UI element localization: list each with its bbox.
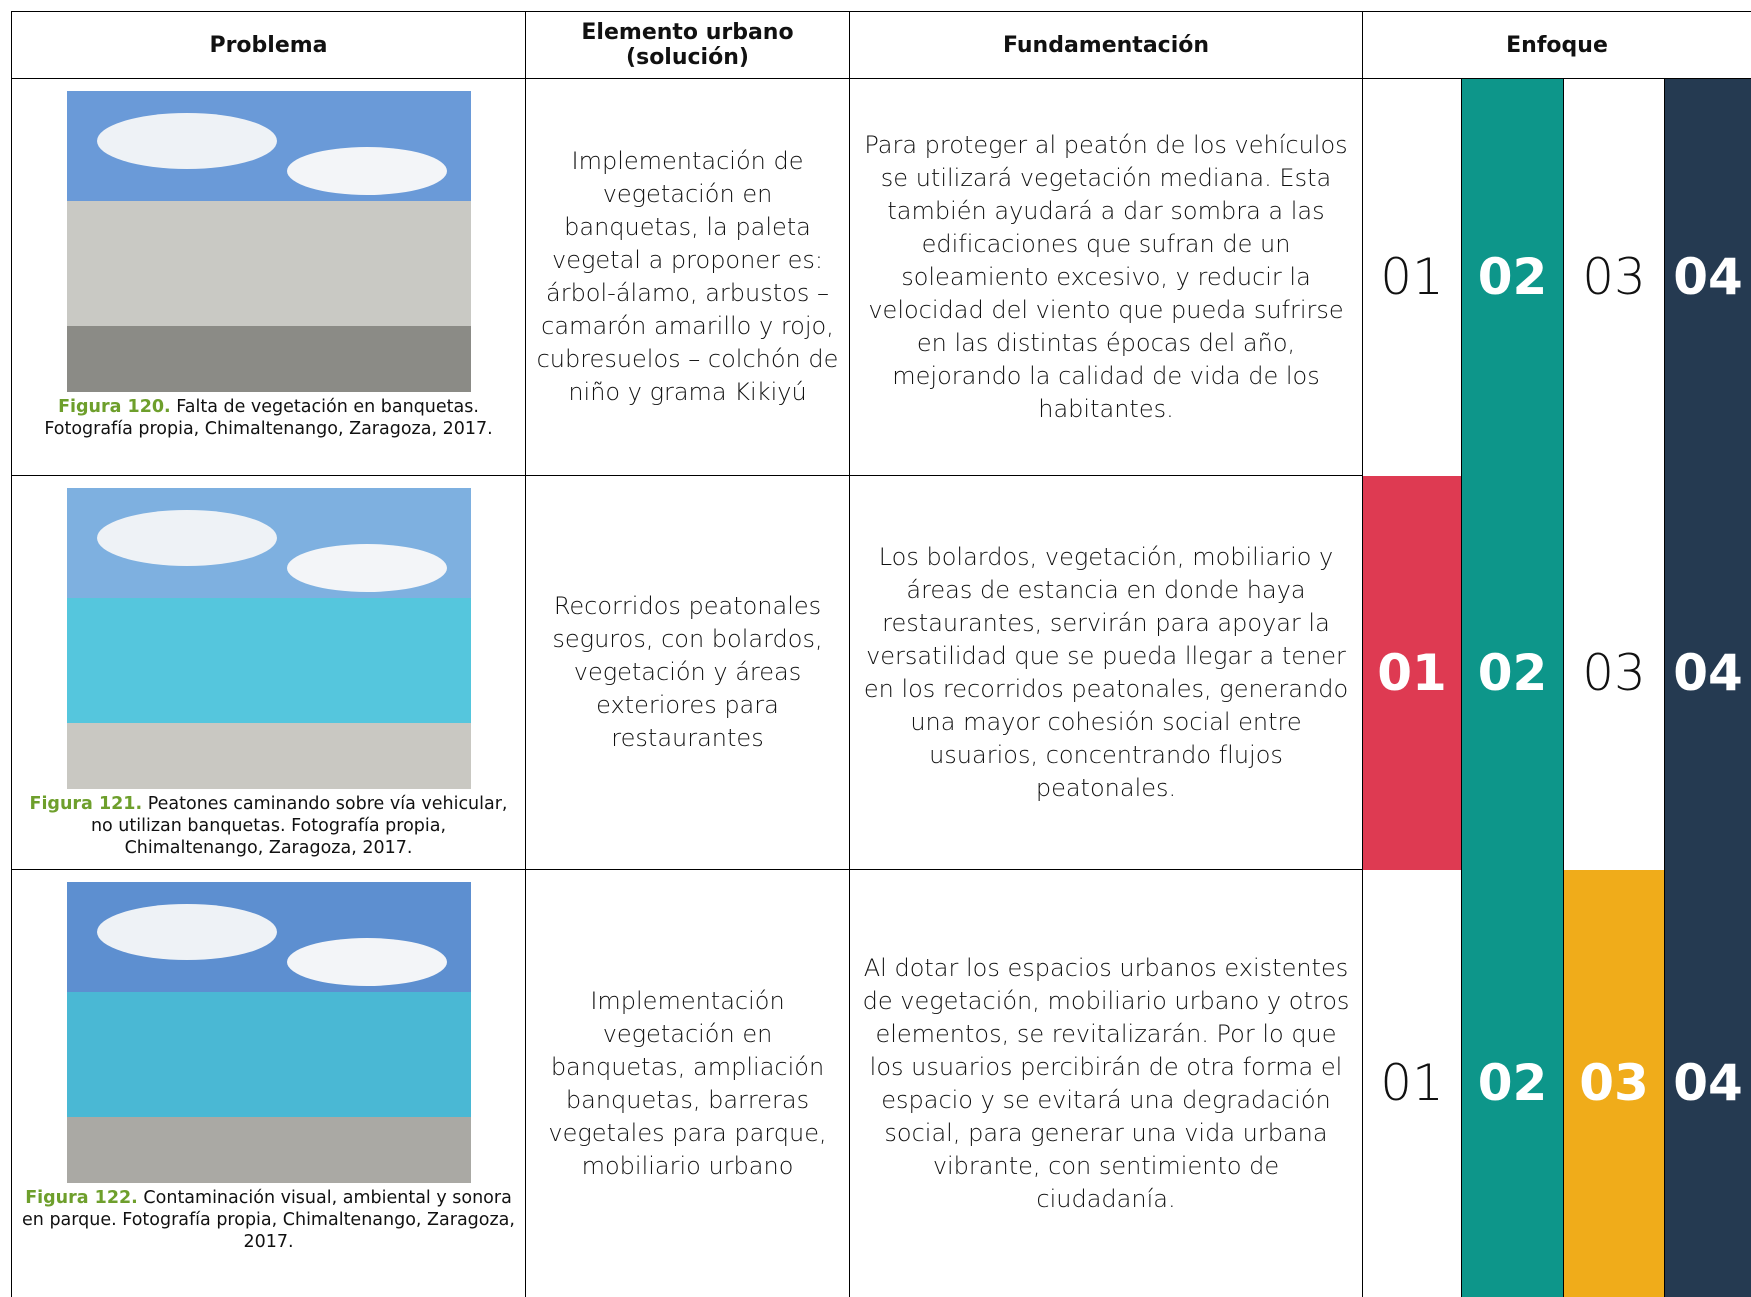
building (66, 598, 471, 728)
header-cell: Elemento urbano (solución) (525, 11, 850, 79)
element-cell: Recorridos peatonales seguros, con bolar… (525, 475, 850, 870)
photo (66, 488, 471, 789)
cloud (96, 113, 277, 169)
rationale-cell: Los bolardos, vegetación, mobiliario y á… (849, 475, 1363, 870)
table-row: Figura 120. Falta de vegetación en banqu… (11, 78, 1751, 476)
enfoque-cell: 02 (1461, 475, 1564, 870)
caption-text: Falta de vegetación en banquetas. Fotogr… (44, 397, 493, 439)
caption-text: Peatones caminando sobre vía vehicular, … (90, 794, 508, 858)
element-cell: Implementación de vegetación en banqueta… (525, 78, 850, 476)
enfoque-cell: 02 (1461, 78, 1564, 476)
building (66, 992, 471, 1122)
cloud (286, 938, 447, 986)
ground (66, 1117, 471, 1183)
enfoque-cell: 04 (1663, 869, 1751, 1297)
figure-number: Figura 122. (25, 1188, 138, 1208)
table-row: Figura 122. Contaminación visual, ambien… (11, 869, 1751, 1297)
figure-number: Figura 121. (29, 794, 143, 814)
enfoque-cell: 01 (1362, 78, 1462, 476)
caption-text: Contaminación visual, ambiental y sonora… (22, 1188, 515, 1252)
photo (66, 882, 471, 1183)
cloud (286, 544, 447, 592)
figure-number: Figura 120. (58, 397, 171, 417)
enfoque-cell: 03 (1563, 78, 1665, 476)
enfoque-cell: 03 (1563, 869, 1665, 1297)
header-cell: Fundamentación (849, 11, 1363, 79)
problem-cell: Figura 121. Peatones caminando sobre vía… (11, 475, 526, 870)
header-row: Problema Elemento urbano (solución) Fund… (11, 11, 1751, 79)
figure-caption: Figura 122. Contaminación visual, ambien… (12, 1187, 525, 1253)
table-row: Figura 121. Peatones caminando sobre vía… (11, 475, 1751, 870)
enfoque-cell: 01 (1362, 475, 1462, 870)
building (66, 201, 471, 331)
rationale-cell: Para proteger al peatón de los vehículos… (849, 78, 1363, 476)
figure-caption: Figura 121. Peatones caminando sobre vía… (12, 793, 525, 859)
header-cell: Enfoque (1361, 11, 1751, 79)
enfoque-cell: 04 (1663, 78, 1751, 476)
problem-cell: Figura 122. Contaminación visual, ambien… (11, 869, 526, 1297)
cloud (96, 510, 277, 566)
problem-cell: Figura 120. Falta de vegetación en banqu… (11, 78, 526, 476)
rationale-cell: Al dotar los espacios urbanos existentes… (849, 869, 1363, 1297)
figure-caption: Figura 120. Falta de vegetación en banqu… (12, 396, 525, 440)
problem-table: Problema Elemento urbano (solución) Fund… (11, 11, 1751, 1297)
enfoque-cell: 02 (1461, 869, 1564, 1297)
element-cell: Implementación vegetación en banquetas, … (525, 869, 850, 1297)
photo (66, 91, 471, 392)
enfoque-cell: 01 (1362, 869, 1462, 1297)
table-body: Figura 120. Falta de vegetación en banqu… (11, 78, 1751, 1297)
ground (66, 326, 471, 392)
enfoque-cell: 04 (1663, 475, 1751, 870)
cloud (96, 904, 277, 960)
ground (66, 723, 471, 789)
header-cell: Problema (11, 11, 526, 79)
enfoque-cell: 03 (1563, 475, 1665, 870)
cloud (286, 147, 447, 195)
